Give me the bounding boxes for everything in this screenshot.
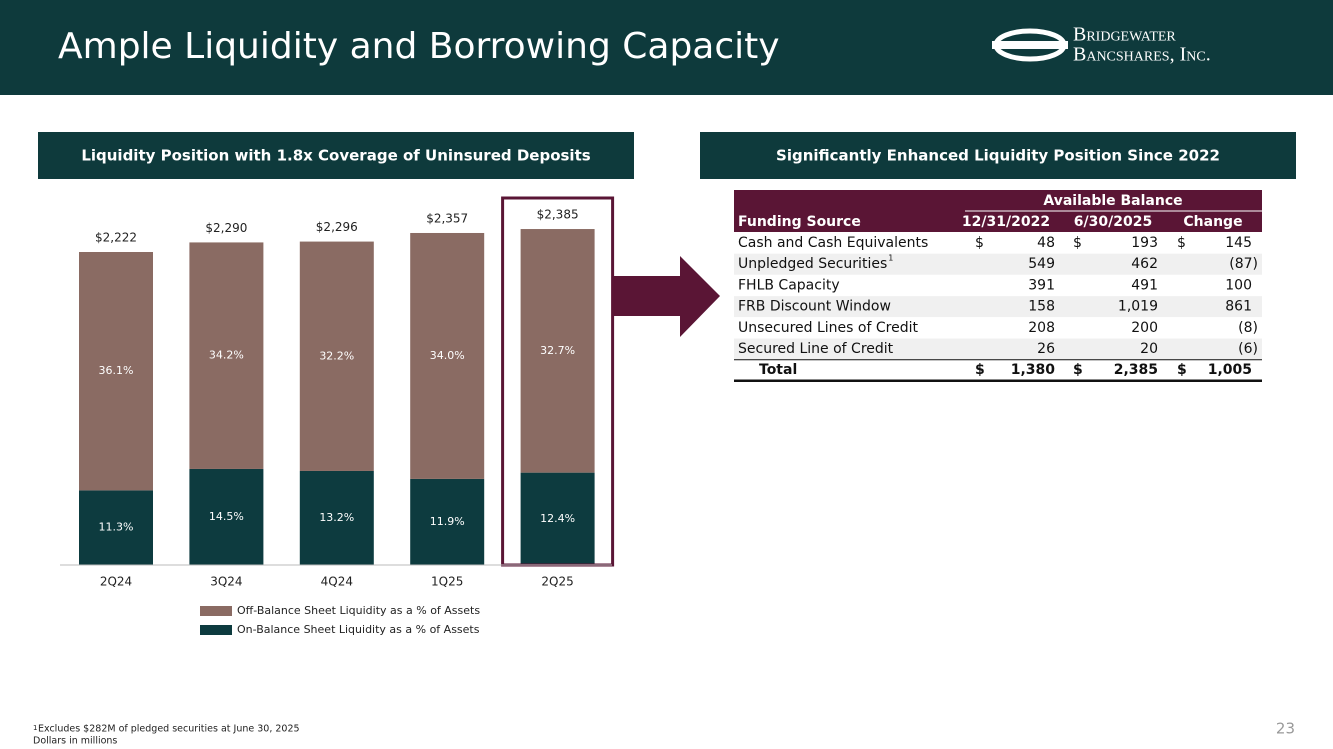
total-label: $2,222 (95, 231, 137, 245)
cell: 20 (1140, 341, 1158, 357)
total-label: $2,296 (316, 220, 358, 234)
column-header: Change (1183, 214, 1242, 230)
cell: 48 (1037, 235, 1055, 251)
row-shading (734, 253, 1262, 275)
bar-segment (410, 232, 485, 479)
bar-segment (299, 470, 374, 565)
cell: 391 (1028, 277, 1055, 293)
data-label: 14.5% (209, 510, 244, 523)
row-shading (734, 296, 1262, 318)
column-header: 6/30/2025 (1074, 214, 1152, 230)
logo-text: Bancshares, Inc. (1073, 44, 1211, 66)
x-tick-label: 4Q24 (321, 575, 353, 589)
row-label: Unsecured Lines of Credit (738, 320, 918, 336)
legend-label: On-Balance Sheet Liquidity as a % of Ass… (237, 623, 480, 636)
cell: 491 (1131, 277, 1158, 293)
bar-segment (410, 478, 485, 565)
bar-segment (189, 468, 264, 565)
total-label: $2,357 (426, 211, 468, 225)
row-label: FHLB Capacity (738, 277, 840, 293)
cell: 145 (1225, 235, 1252, 251)
currency: $ (1177, 362, 1187, 378)
cell: (8) (1238, 320, 1258, 336)
currency: $ (1177, 235, 1186, 251)
total-label: $2,290 (205, 221, 247, 235)
cell: 462 (1131, 256, 1158, 272)
x-tick-label: 2Q25 (541, 575, 573, 589)
superscript: 1 (888, 254, 893, 263)
legend-swatch (200, 625, 232, 635)
group-header: Available Balance (1043, 193, 1182, 209)
currency: $ (975, 235, 984, 251)
chart-title: Liquidity Position with 1.8x Coverage of… (81, 147, 590, 165)
row-label: FRB Discount Window (738, 299, 891, 315)
footnote: Excludes $282M of pledged securities at … (38, 724, 300, 735)
bar-segment (520, 229, 595, 473)
row-label: Cash and Cash Equivalents (738, 235, 928, 251)
currency: $ (1073, 235, 1082, 251)
table-title: Significantly Enhanced Liquidity Positio… (776, 147, 1220, 165)
cell: 861 (1225, 299, 1252, 315)
cell: (6) (1238, 341, 1258, 357)
column-header: 12/31/2022 (962, 214, 1050, 230)
column-header: Funding Source (738, 214, 861, 230)
cell: 200 (1131, 320, 1158, 336)
bar-chart: 11.3% 36.1% $2,222 2Q24 14.5% 34.2% $2,290 3Q24… (60, 196, 615, 636)
bar-segment (299, 241, 374, 471)
logo: Bridgewater Bancshares, Inc. (992, 24, 1211, 66)
bar-segment (79, 490, 153, 565)
row-shading (734, 338, 1262, 360)
data-label: 12.4% (540, 512, 575, 525)
legend-swatch (200, 606, 232, 616)
cell: 208 (1028, 320, 1055, 336)
cell: 1,005 (1208, 362, 1252, 378)
total-label: $2,385 (537, 208, 579, 222)
row-label: Unpledged Securities (738, 256, 887, 272)
cell: (87) (1229, 256, 1258, 272)
data-label: 32.2% (319, 349, 354, 362)
legend-label: Off-Balance Sheet Liquidity as a % of As… (237, 604, 480, 617)
data-label: 34.2% (209, 349, 244, 362)
section-header (700, 132, 1296, 179)
data-label: 11.3% (99, 521, 134, 534)
bar-segment (520, 472, 595, 565)
row-label: Secured Line of Credit (738, 341, 894, 357)
slide-title: Ample Liquidity and Borrowing Capacity (58, 26, 780, 67)
currency: $ (975, 362, 985, 378)
logo-text: Bridgewater (1073, 24, 1176, 46)
liquidity-table: Available Balance Funding Source 12/31/202… (734, 190, 1262, 382)
arrow (612, 256, 720, 337)
data-label: 11.9% (430, 515, 465, 528)
section-header (38, 132, 634, 179)
logo-mark (992, 41, 1068, 49)
currency: $ (1073, 362, 1083, 378)
data-label: 13.2% (319, 511, 354, 524)
footnote: Dollars in millions (33, 736, 117, 747)
bar-segment (79, 252, 153, 491)
bar-segment (189, 242, 264, 469)
data-label: 34.0% (430, 349, 465, 362)
x-tick-label: 2Q24 (100, 575, 132, 589)
cell: 158 (1028, 299, 1055, 315)
cell: 1,019 (1118, 299, 1158, 315)
x-tick-label: 3Q24 (210, 575, 242, 589)
page-number: 23 (1276, 720, 1295, 738)
cell: 2,385 (1114, 362, 1158, 378)
cell: 549 (1028, 256, 1055, 272)
data-label: 32.7% (540, 344, 575, 357)
cell: 193 (1131, 235, 1158, 251)
data-label: 36.1% (99, 364, 134, 377)
x-tick-label: 1Q25 (431, 575, 463, 589)
footnote-mark: 1 (33, 724, 37, 732)
cell: 26 (1037, 341, 1055, 357)
row-label: Total (759, 362, 797, 378)
cell: 1,380 (1011, 362, 1056, 378)
cell: 100 (1225, 277, 1252, 293)
header-bar (0, 0, 1333, 95)
